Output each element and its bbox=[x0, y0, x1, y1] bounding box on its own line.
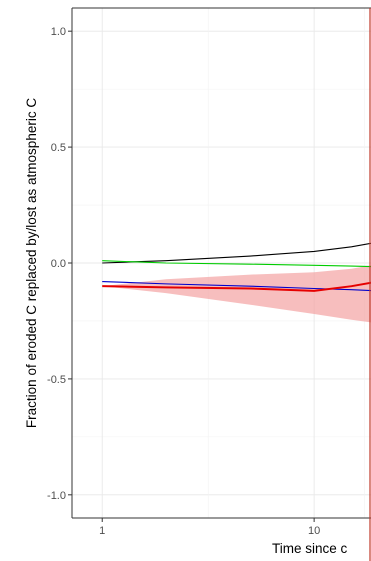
series-line-2 bbox=[102, 260, 371, 268]
y-tick-label: -1.0 bbox=[47, 490, 66, 502]
series-line-4 bbox=[102, 281, 371, 292]
gridlines bbox=[72, 8, 371, 518]
y-tick-label: 0.0 bbox=[51, 258, 66, 270]
series-lines bbox=[102, 242, 371, 292]
ribbon-area bbox=[102, 265, 371, 323]
y-tick-label: -0.5 bbox=[47, 374, 66, 386]
x-tick-label: 1 bbox=[99, 525, 105, 537]
y-axis-ticks: -1.0 -0.5 0.0 0.5 1.0 bbox=[47, 26, 72, 502]
x-axis-ticks: 1 10 bbox=[99, 518, 320, 537]
confidence-ribbon bbox=[102, 265, 371, 323]
x-tick-label: 10 bbox=[308, 525, 320, 537]
y-tick-label: 0.5 bbox=[51, 142, 66, 154]
y-axis-title: Fraction of eroded C replaced by/lost as… bbox=[24, 98, 39, 428]
y-tick-label: 1.0 bbox=[51, 26, 66, 38]
x-axis-title: Time since c bbox=[272, 541, 348, 556]
series-line-1 bbox=[102, 242, 371, 264]
